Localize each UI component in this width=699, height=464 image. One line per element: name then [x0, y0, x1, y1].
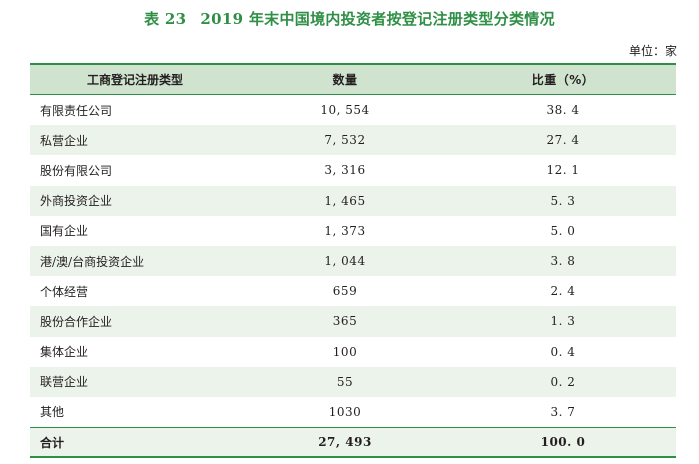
- table-row: 集体企业 100 0. 4: [30, 337, 676, 367]
- table-title: 表 23 2019 年末中国境内投资者按登记注册类型分类情况: [0, 8, 699, 29]
- table-total-row: 合计 27, 493 100. 0: [30, 427, 676, 459]
- table-row: 私营企业 7, 532 27. 4: [30, 125, 676, 156]
- header-type: 工商登记注册类型: [86, 73, 183, 87]
- header-share: 比重（%）: [531, 73, 595, 87]
- table-row: 股份有限公司 3, 316 12. 1: [30, 155, 676, 185]
- cell-count: 10, 554: [320, 103, 370, 118]
- total-share: 100. 0: [540, 435, 586, 450]
- header-count: 数量: [332, 73, 358, 87]
- table-row: 国有企业 1, 373 5. 0: [30, 216, 676, 246]
- table-row: 有限责任公司 10, 554 38. 4: [30, 95, 676, 125]
- cell-type: 股份合作企业: [40, 314, 113, 329]
- cell-share: 1. 3: [550, 314, 576, 329]
- table-row: 外商投资企业 1, 465 5. 3: [30, 185, 676, 216]
- cell-type: 个体经营: [40, 284, 89, 299]
- data-table: 工商登记注册类型 数量 比重（%） 有限责任公司 10, 554 38. 4 私…: [30, 63, 676, 459]
- cell-count: 1030: [328, 404, 362, 419]
- table-row: 其他 1030 3. 7: [30, 397, 676, 427]
- table-title-text: 2019 年末中国境内投资者按登记注册类型分类情况: [200, 10, 555, 28]
- cell-type: 其他: [40, 405, 65, 420]
- cell-type: 国有企业: [40, 224, 89, 239]
- cell-type: 私营企业: [40, 133, 89, 148]
- cell-share: 38. 4: [546, 103, 580, 118]
- cell-share: 5. 3: [550, 193, 576, 208]
- cell-count: 659: [332, 284, 358, 299]
- cell-type: 集体企业: [40, 345, 89, 360]
- unit-label: 单位：家: [628, 44, 677, 58]
- table-header-row: 工商登记注册类型 数量 比重（%）: [30, 63, 676, 95]
- cell-share: 3. 7: [550, 404, 576, 419]
- total-count: 27, 493: [318, 435, 372, 450]
- cell-count: 7, 532: [324, 133, 366, 148]
- table-row: 联营企业 55 0. 2: [30, 366, 676, 397]
- cell-share: 2. 4: [550, 284, 576, 299]
- cell-type: 港/澳/台商投资企业: [40, 254, 145, 269]
- table-row: 股份合作企业 365 1. 3: [30, 306, 676, 337]
- table-number: 表 23: [144, 10, 187, 28]
- cell-type: 联营企业: [40, 375, 89, 390]
- cell-type: 股份有限公司: [40, 163, 113, 178]
- cell-type: 外商投资企业: [40, 194, 113, 209]
- cell-share: 12. 1: [546, 163, 580, 178]
- cell-type: 有限责任公司: [40, 103, 113, 118]
- cell-share: 0. 4: [550, 344, 576, 359]
- cell-share: 27. 4: [546, 133, 580, 148]
- total-label: 合计: [40, 435, 65, 450]
- cell-share: 5. 0: [550, 223, 576, 238]
- table-row: 个体经营 659 2. 4: [30, 276, 676, 306]
- cell-count: 1, 465: [324, 193, 366, 208]
- cell-share: 0. 2: [550, 374, 576, 389]
- table-row: 港/澳/台商投资企业 1, 044 3. 8: [30, 245, 676, 277]
- cell-count: 1, 044: [324, 254, 366, 269]
- cell-count: 365: [332, 314, 358, 329]
- cell-share: 3. 8: [550, 254, 576, 269]
- cell-count: 100: [332, 344, 358, 359]
- cell-count: 3, 316: [324, 163, 366, 178]
- cell-count: 55: [336, 374, 354, 389]
- cell-count: 1, 373: [324, 223, 366, 238]
